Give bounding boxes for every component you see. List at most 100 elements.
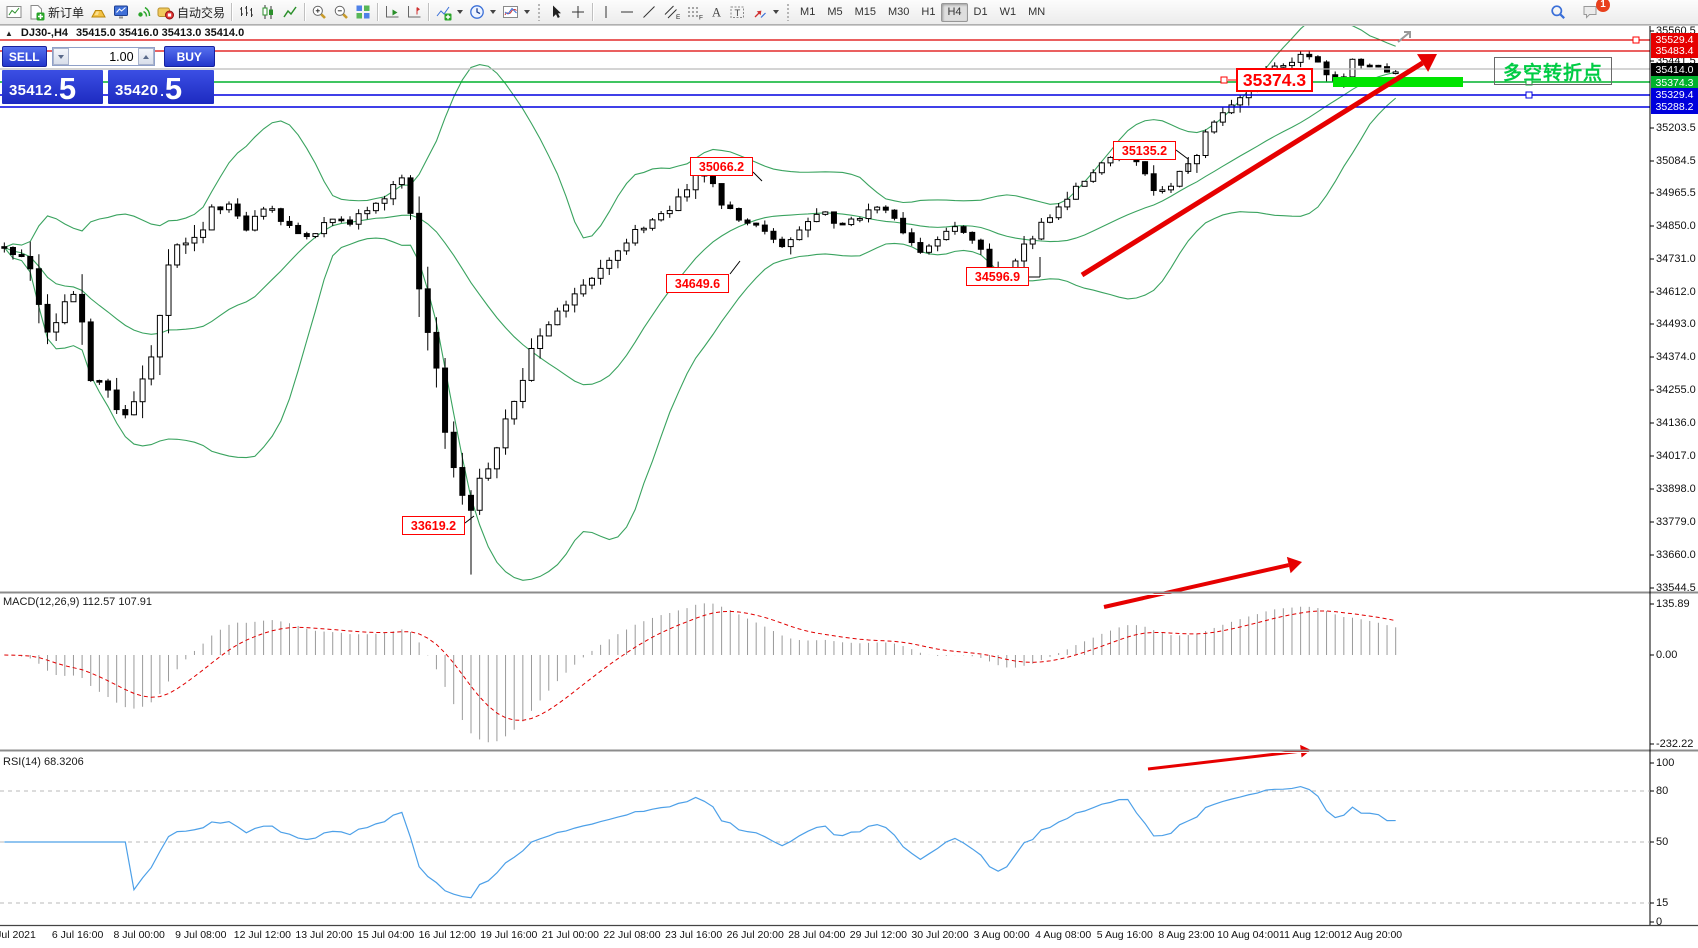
trendline-button[interactable]: [638, 2, 660, 23]
new-order-button[interactable]: 新订单: [25, 2, 87, 23]
timeframe-w1-button[interactable]: W1: [999, 6, 1017, 18]
price-annotation[interactable]: 35135.2: [1113, 141, 1176, 160]
timeframe-h4-button[interactable]: H4: [941, 2, 968, 22]
toolbar: 新订单 自动交易 E F A T M1 M5 M15 M30 H1 H4 D1 W1 MN 1: [0, 0, 1698, 25]
timeframe-m1-button[interactable]: M1: [800, 6, 816, 18]
cursor-button[interactable]: [545, 2, 567, 23]
line-chart-button[interactable]: [279, 2, 301, 23]
channel-button[interactable]: E: [660, 2, 683, 23]
toolbar-grip: [537, 3, 542, 21]
chart-shift-button[interactable]: [403, 2, 425, 23]
price-axis-tick: 34850.0: [1656, 220, 1696, 232]
notifications-button[interactable]: 1: [1579, 0, 1610, 23]
crosshair-icon: [570, 4, 586, 20]
time-axis-label: 9 Jul 08:00: [175, 929, 227, 941]
price-level-badge: 35329.4: [1651, 88, 1698, 102]
gold-icon: [90, 5, 107, 20]
tile-windows-button[interactable]: [352, 2, 374, 23]
chart-title: ▲ DJ30-,H4 35415.0 35416.0 35413.0 35414…: [5, 27, 244, 39]
time-axis-label: 13 Jul 20:00: [295, 929, 353, 941]
one-click-trade-panel: SELL BUY 35412 . 5 35420 . 5: [2, 46, 215, 104]
templates-button[interactable]: [499, 2, 533, 23]
price-axis-tick: 34965.5: [1656, 187, 1696, 199]
volume-decrease-button[interactable]: [52, 48, 69, 65]
signal-button[interactable]: [132, 2, 154, 23]
periods-button[interactable]: [466, 2, 499, 23]
price-level-badge: 35529.4: [1651, 33, 1698, 47]
chart-shift-icon: [406, 4, 422, 20]
horizontal-line-button[interactable]: [616, 2, 638, 23]
zoom-out-button[interactable]: [330, 2, 352, 23]
time-axis-label: 4 Aug 08:00: [1035, 929, 1092, 941]
time-axis-label: 23 Jul 16:00: [664, 929, 723, 941]
timeframe-mn-button[interactable]: MN: [1028, 6, 1046, 18]
macd-axis-tick: -232.22: [1656, 738, 1694, 750]
time-axis-label: 8 Aug 23:00: [1158, 929, 1215, 941]
indicators-button[interactable]: [432, 2, 466, 23]
symbol-timeframe: DJ30-,H4: [20, 27, 68, 39]
timeframe-h1-button[interactable]: H1: [921, 6, 936, 18]
rsi-axis-tick: 100: [1656, 757, 1675, 769]
tile-windows-icon: [355, 4, 371, 20]
auto-trading-icon: [157, 4, 175, 20]
market-watch-button[interactable]: [110, 2, 132, 23]
vertical-line-button[interactable]: [596, 2, 616, 23]
bid-price[interactable]: 35412 . 5: [2, 70, 103, 104]
text-icon: A: [709, 4, 723, 20]
price-axis-tick: 34374.0: [1656, 351, 1696, 363]
price-annotation[interactable]: 34649.6: [666, 274, 729, 293]
gold-button[interactable]: [87, 2, 110, 23]
price-axis-tick: 35084.5: [1656, 155, 1696, 167]
chevron-down-icon[interactable]: [490, 10, 497, 14]
text-button[interactable]: A: [706, 2, 726, 23]
macd-axis-tick: 135.89: [1656, 598, 1690, 610]
sell-button[interactable]: SELL: [2, 46, 47, 67]
chevron-down-icon[interactable]: [524, 10, 531, 14]
price-annotation[interactable]: 33619.2: [402, 516, 465, 535]
time-axis-label: 26 Jul 20:00: [726, 929, 784, 941]
timeframe-m5-button[interactable]: M5: [827, 6, 843, 18]
toolbar-separator: [304, 3, 306, 21]
price-axis-tick: 34612.0: [1656, 286, 1696, 298]
notification-badge: 1: [1596, 0, 1610, 12]
time-axis-label: 22 Jul 08:00: [603, 929, 661, 941]
crosshair-button[interactable]: [567, 2, 589, 23]
ask-price[interactable]: 35420 . 5: [108, 70, 214, 104]
zoom-in-button[interactable]: [308, 2, 330, 23]
price-annotation[interactable]: 35066.2: [690, 157, 753, 176]
shapes-icon: [752, 4, 768, 20]
auto-scroll-button[interactable]: [381, 2, 403, 23]
toolbar-right: 1: [1547, 0, 1610, 23]
market-watch-icon: [113, 4, 129, 20]
volume-input[interactable]: [68, 48, 138, 65]
candlestick-button[interactable]: [257, 2, 279, 23]
time-axis-label: 29 Jul 12:00: [849, 929, 907, 941]
toolbar-left: 新订单 自动交易 E F A T: [3, 2, 794, 23]
turning-point-note[interactable]: 多空转折点: [1494, 57, 1612, 85]
buy-button[interactable]: BUY: [163, 46, 215, 67]
auto-trading-button[interactable]: 自动交易: [154, 2, 228, 23]
price-axis-tick: 33544.5: [1656, 582, 1696, 594]
text-label-button[interactable]: T: [726, 2, 749, 23]
shapes-button[interactable]: [749, 2, 782, 23]
timeframe-d1-button[interactable]: D1: [973, 6, 988, 18]
horizontal-line-icon: [619, 4, 635, 20]
new-order-icon: [28, 4, 45, 21]
volume-increase-button[interactable]: [137, 48, 154, 65]
bar-chart-button[interactable]: [235, 2, 257, 23]
timeframe-m15-button[interactable]: M15: [854, 6, 876, 18]
timeframe-m30-button[interactable]: M30: [888, 6, 910, 18]
chevron-down-icon[interactable]: [457, 10, 464, 14]
fibonacci-button[interactable]: F: [683, 2, 706, 23]
search-button[interactable]: [1547, 2, 1569, 23]
price-annotation[interactable]: 34596.9: [966, 267, 1029, 286]
chart-window-button[interactable]: [3, 2, 25, 23]
bid-price-dot: .: [54, 84, 58, 99]
price-annotation[interactable]: 35374.3: [1236, 68, 1313, 92]
bid-price-main: 35412: [9, 82, 53, 99]
time-axis-label: 19 Jul 16:00: [480, 929, 538, 941]
chevron-down-icon[interactable]: [773, 10, 780, 14]
macd-axis-tick: 0.00: [1656, 649, 1678, 661]
